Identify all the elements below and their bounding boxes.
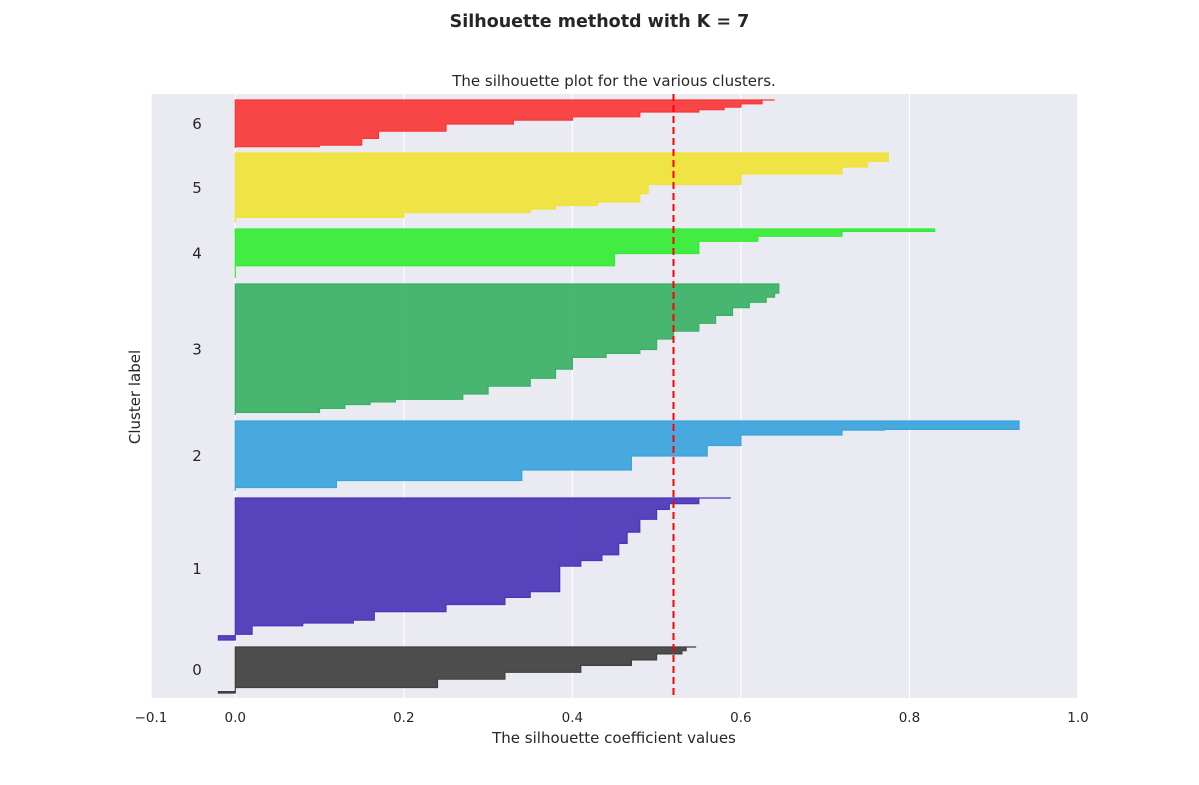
cluster-label-4: 4 [192, 245, 202, 263]
y-axis-label: Cluster label [126, 350, 144, 444]
cluster-area-2 [234, 420, 1020, 491]
cluster-label-3: 3 [192, 341, 202, 359]
cluster-area-4 [234, 228, 936, 278]
x-tick-label: 0.6 [730, 710, 751, 726]
x-tick-label: 0.4 [562, 710, 583, 726]
cluster-label-2: 2 [192, 447, 202, 465]
x-tick-labels: −0.1 0.0 0.2 0.4 0.6 0.8 1.0 [135, 710, 1089, 726]
figure-suptitle: Silhouette methotd with K = 7 [449, 12, 750, 32]
cluster-label-5: 5 [192, 179, 202, 197]
cluster-label-0: 0 [192, 661, 202, 679]
cluster-area-1 [217, 497, 731, 641]
cluster-areas [217, 99, 1020, 694]
cluster-area-5 [234, 152, 889, 223]
x-tick-label: 1.0 [1067, 710, 1088, 726]
chart-title: The silhouette plot for the various clus… [451, 72, 776, 90]
cluster-label-1: 1 [192, 560, 202, 578]
cluster-area-3 [234, 283, 780, 415]
x-tick-label: 0.0 [225, 710, 246, 726]
cluster-label-6: 6 [192, 115, 202, 133]
cluster-area-0 [217, 646, 697, 694]
cluster-area-6 [234, 99, 775, 148]
x-tick-label: −0.1 [135, 710, 168, 726]
x-tick-label: 0.2 [393, 710, 414, 726]
cluster-labels: 0 1 2 3 4 5 6 [192, 115, 202, 679]
x-tick-label: 0.8 [899, 710, 920, 726]
x-axis-label: The silhouette coefficient values [491, 729, 736, 747]
